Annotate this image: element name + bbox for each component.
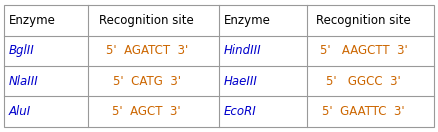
Text: HindIII: HindIII <box>223 44 261 57</box>
Text: 5'  AGATCT  3': 5' AGATCT 3' <box>106 44 188 57</box>
Text: NlaIII: NlaIII <box>9 75 39 88</box>
Text: Enzyme: Enzyme <box>9 14 56 27</box>
Text: BglII: BglII <box>9 44 35 57</box>
Text: AluI: AluI <box>9 105 31 118</box>
Text: HaeIII: HaeIII <box>223 75 257 88</box>
Text: Recognition site: Recognition site <box>99 14 194 27</box>
Text: 5'   GGCC  3': 5' GGCC 3' <box>326 75 401 88</box>
Text: Enzyme: Enzyme <box>223 14 270 27</box>
Text: Recognition site: Recognition site <box>316 14 411 27</box>
Text: EcoRI: EcoRI <box>223 105 256 118</box>
Text: 5'   AAGCTT  3': 5' AAGCTT 3' <box>320 44 408 57</box>
Text: 5'  CATG  3': 5' CATG 3' <box>113 75 181 88</box>
Text: 5'  GAATTC  3': 5' GAATTC 3' <box>322 105 405 118</box>
Text: 5'  AGCT  3': 5' AGCT 3' <box>113 105 181 118</box>
